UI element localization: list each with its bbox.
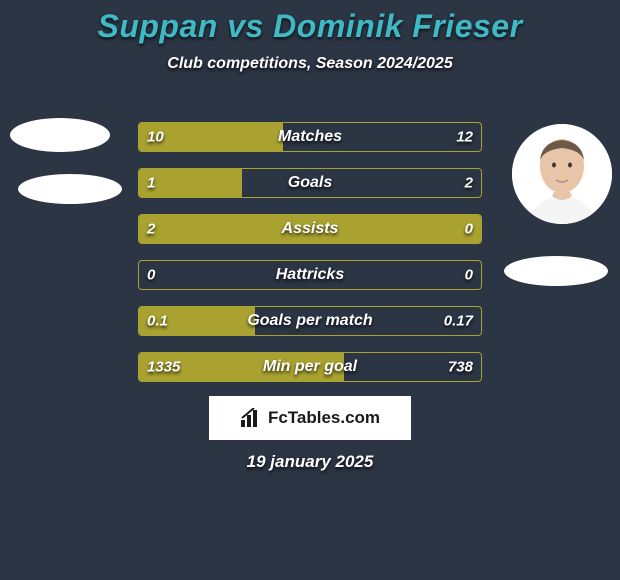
stat-label: Hattricks	[139, 266, 481, 284]
stat-left-value: 1335	[147, 359, 180, 376]
comparison-infographic: Suppan vs Dominik Frieser Club competiti…	[0, 0, 620, 580]
stat-row: Goals per match0.10.17	[138, 306, 482, 336]
stat-right-value: 738	[448, 359, 473, 376]
stat-left-value: 0.1	[147, 313, 168, 330]
date-label: 19 january 2025	[0, 452, 620, 472]
player-left-avatar-placeholder	[10, 118, 110, 152]
player-right-avatar	[512, 124, 612, 224]
stat-left-fill	[139, 215, 399, 243]
stat-row: Hattricks0 0	[138, 260, 482, 290]
stat-row: Goals12	[138, 168, 482, 198]
stat-left-value: 0	[147, 267, 155, 284]
page-title: Suppan vs Dominik Frieser	[0, 8, 620, 45]
brand-badge: FcTables.com	[209, 396, 411, 440]
stat-left-value: 2	[147, 221, 155, 238]
stat-row: Min per goal1335738	[138, 352, 482, 382]
stats-bars: Matches1012Goals12Assists20Hattricks00Go…	[138, 122, 482, 398]
stat-right-value: 12	[456, 129, 473, 146]
stat-left-value: 1	[147, 175, 155, 192]
player-left-name-placeholder	[18, 174, 122, 204]
stat-right-value: 0	[465, 267, 473, 284]
subtitle: Club competitions, Season 2024/2025	[0, 55, 620, 73]
brand-text: FcTables.com	[268, 408, 380, 428]
stat-row: Assists20	[138, 214, 482, 244]
player-right-name-placeholder	[504, 256, 608, 286]
stat-row: Matches1012	[138, 122, 482, 152]
stat-right-value: 0.17	[444, 313, 473, 330]
brand-bars-icon	[240, 408, 262, 428]
stat-left-value: 10	[147, 129, 164, 146]
stat-right-value: 0	[465, 221, 473, 238]
stat-right-value: 2	[465, 175, 473, 192]
